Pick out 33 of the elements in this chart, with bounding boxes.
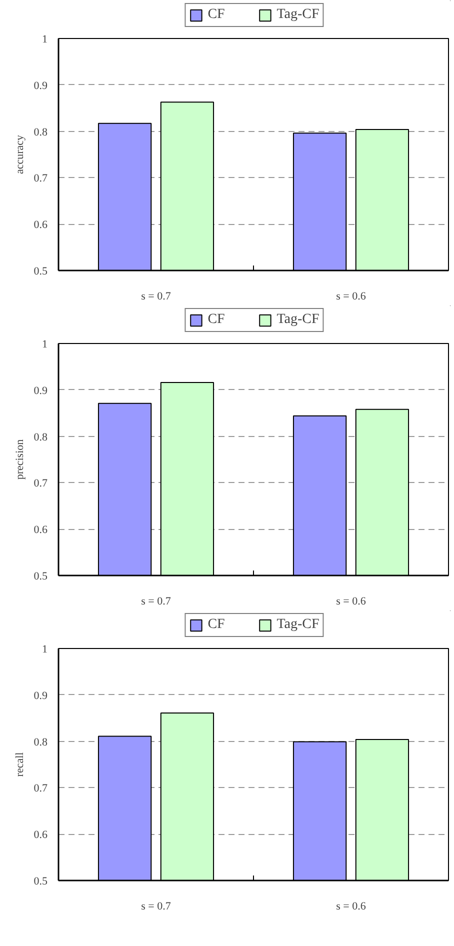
y-tick-label: 0.9 [34,80,48,92]
x-tick-label: s = 0.6 [336,290,366,302]
x-tick-label: s = 0.6 [336,596,366,608]
y-tick-label: 0.8 [34,126,48,138]
y-tick-label: 0.7 [34,782,48,795]
y-tick-label: 1 [42,338,48,350]
y-axis-title: accuracy [14,134,26,174]
x-tick-label: s = 0.7 [141,900,172,912]
y-axis-title: precision [14,438,26,480]
y-tick-label: 0.7 [34,478,48,490]
legend-label: CF [208,7,226,23]
y-tick-label: 0.9 [34,384,48,397]
y-tick-label: 0.8 [34,736,48,748]
x-tick-label: s = 0.7 [141,290,172,302]
y-tick-label: 0.5 [34,570,48,582]
legend-label: CF [208,312,226,328]
y-tick-label: 0.6 [34,829,48,842]
x-tick-label: s = 0.6 [336,900,366,912]
y-tick-label: 0.6 [34,524,48,536]
y-axis-title: recall [14,752,26,777]
y-tick-label: 1 [42,34,48,46]
y-tick-label: 1 [42,644,48,656]
x-tick-label: s = 0.7 [141,596,172,608]
y-tick-label: 0.5 [34,266,48,278]
legend-label: Tag-CF [276,617,320,633]
y-tick-label: 0.9 [34,690,48,702]
legend-label: Tag-CF [276,312,320,328]
y-tick-label: 0.8 [34,431,48,444]
y-tick-label: 0.7 [34,172,48,185]
y-tick-label: 0.5 [34,876,48,888]
y-tick-label: 0.6 [34,219,48,232]
legend-label: CF [208,617,226,633]
legend-label: Tag-CF [276,7,320,23]
